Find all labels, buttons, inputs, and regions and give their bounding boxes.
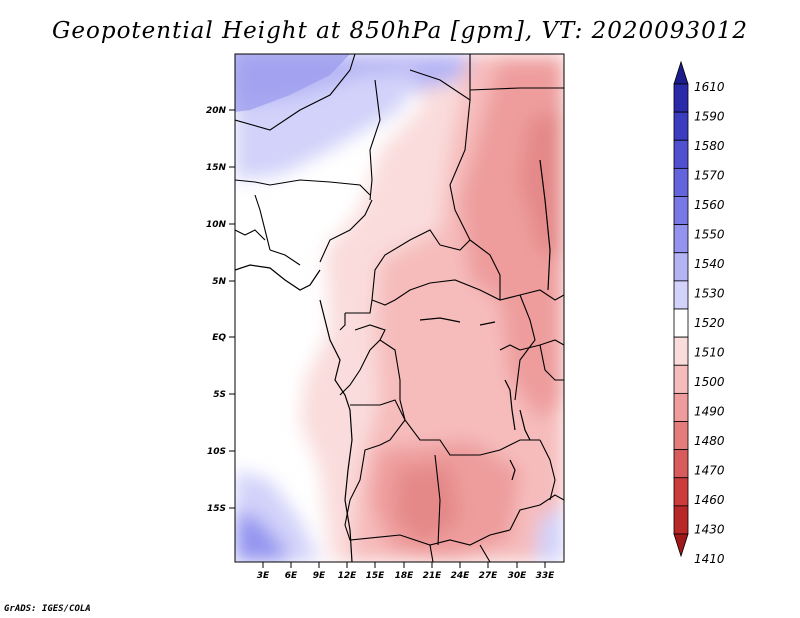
lon-label: 15E — [366, 571, 386, 581]
lat-label: 15N — [206, 163, 227, 173]
colorbar-label: 1430 — [694, 523, 725, 537]
colorbar-box — [673, 364, 689, 394]
coastline — [235, 159, 551, 562]
colorbar-box — [673, 167, 689, 197]
colorbar-box — [673, 308, 689, 338]
lon-label: 21E — [423, 571, 443, 581]
credit-label: GrADS: IGES/COLA — [4, 604, 91, 614]
colorbar-box — [673, 477, 689, 507]
colorbar-label: 1570 — [694, 169, 725, 183]
colorbar-label: 1460 — [694, 493, 725, 507]
colorbar-box — [673, 196, 689, 226]
lat-axis: 20N 15N 10N 5N EQ 5S 10S 15S — [206, 106, 235, 514]
lon-label: 3E — [257, 571, 270, 581]
colorbar-box — [673, 392, 689, 422]
map-title: Geopotential Height at 850hPa [gpm], VT:… — [52, 18, 748, 44]
region-1520 — [235, 70, 420, 180]
colorbar: 1610 1590 1580 1570 1560 1550 1540 1530 1520 1510… — [673, 60, 725, 566]
colorbar-label: 1480 — [694, 434, 725, 448]
colorbar-label: 1490 — [694, 405, 725, 419]
colorbar-box — [673, 449, 689, 479]
lon-label: 33E — [536, 571, 556, 581]
region-1520-se — [535, 505, 564, 562]
lat-label: 10N — [206, 220, 227, 230]
colorbar-box — [673, 505, 689, 535]
lat-label: 20N — [206, 106, 227, 116]
lon-label: 12E — [338, 571, 358, 581]
region-1470-south — [395, 465, 460, 545]
colorbar-label: 1520 — [694, 316, 725, 330]
colorbar-bottom-arrow — [673, 533, 689, 558]
colorbar-box — [673, 280, 689, 310]
country-borders — [235, 54, 564, 562]
map-panel — [235, 54, 564, 562]
colorbar-box — [673, 224, 689, 254]
colorbar-box — [673, 252, 689, 282]
region-1540-band — [235, 54, 350, 112]
colorbar-label: 1540 — [694, 257, 725, 271]
colorbar-label: 1530 — [694, 287, 725, 301]
colorbar-box — [673, 336, 689, 366]
colorbar-box — [673, 139, 689, 169]
lat-label: 10S — [207, 447, 226, 457]
colorbar-label: 1610 — [694, 80, 725, 94]
colorbar-label: 1580 — [694, 139, 725, 153]
lat-ticks — [229, 109, 235, 509]
lon-label: 6E — [285, 571, 298, 581]
colorbar-label: 1470 — [694, 464, 725, 478]
map-frame — [234, 53, 565, 563]
lat-label: 15S — [207, 504, 226, 514]
colorbar-label: 1590 — [694, 110, 725, 124]
colorbar-box — [673, 421, 689, 451]
lon-axis: 3E 6E 9E 12E 15E 18E 21E 24E 27E 30E 33E — [257, 562, 555, 581]
lat-label: EQ — [212, 333, 226, 343]
lon-label: 27E — [479, 571, 499, 581]
lon-label: 18E — [395, 571, 415, 581]
colorbar-box — [673, 83, 689, 113]
lon-label: 30E — [508, 571, 528, 581]
lon-label: 24E — [451, 571, 471, 581]
lon-label: 9E — [313, 571, 326, 581]
colorbar-box — [673, 111, 689, 141]
colorbar-label: 1510 — [694, 346, 725, 360]
region-1470-east — [520, 110, 564, 260]
lon-ticks — [262, 562, 546, 568]
lat-label: 5N — [212, 277, 226, 287]
colorbar-top-arrow — [673, 60, 689, 85]
colorbar-label: 1500 — [694, 375, 725, 389]
region-1540-sw — [235, 510, 290, 562]
colorbar-label: 1560 — [694, 198, 725, 212]
lat-label: 5S — [213, 390, 226, 400]
colorbar-label: 1410 — [694, 552, 725, 566]
colorbar-label: 1550 — [694, 228, 725, 242]
